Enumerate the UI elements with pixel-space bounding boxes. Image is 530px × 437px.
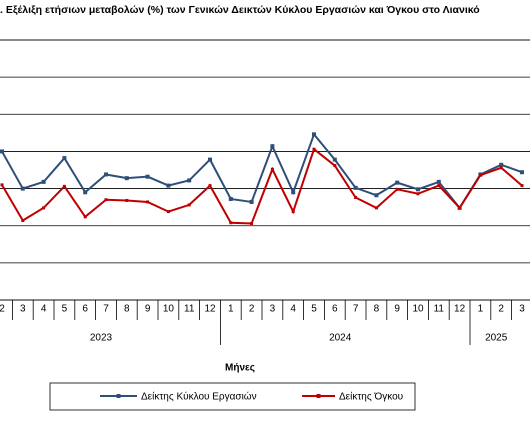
series-line	[1, 147, 523, 225]
point	[270, 167, 274, 171]
point	[416, 187, 420, 192]
x-tick-label: 9	[394, 304, 400, 315]
point	[83, 190, 88, 195]
x-tick-label: 4	[290, 304, 296, 315]
x-tick-label: 11	[434, 304, 445, 315]
point	[291, 190, 296, 195]
point	[354, 195, 358, 199]
legend-marker	[116, 394, 121, 398]
point	[437, 184, 441, 188]
point	[270, 144, 275, 149]
legend-box	[49, 382, 416, 411]
x-tick-label: 12	[454, 304, 466, 315]
x-tick-label: 3	[270, 304, 276, 315]
point	[312, 132, 316, 137]
point	[125, 198, 129, 202]
x-tick-label: 3	[519, 304, 525, 315]
x-tick-label: 2	[0, 304, 5, 315]
point	[187, 203, 191, 207]
point	[333, 164, 337, 168]
x-tick-label: 10	[163, 304, 175, 315]
x-tick-label: 11	[184, 304, 195, 315]
x-tick-label: 7	[103, 304, 109, 315]
point	[146, 200, 150, 204]
legend-label: Δείκτης Όγκου	[339, 391, 403, 403]
point	[83, 215, 87, 219]
point	[228, 196, 233, 201]
point	[20, 186, 25, 191]
point	[208, 157, 212, 162]
x-tick-label: 1	[478, 304, 484, 315]
x-tick-label: 6	[332, 304, 338, 315]
point	[104, 198, 108, 202]
series-line	[1, 132, 523, 210]
x-tick-label: 2	[249, 304, 255, 315]
point	[520, 184, 524, 188]
x-tick-label: 3	[20, 304, 26, 315]
point	[145, 174, 150, 179]
point	[291, 210, 295, 214]
x-axis-title: Μήνες	[225, 363, 255, 374]
x-tick-label: 10	[412, 304, 424, 315]
x-tick-label: 5	[62, 304, 68, 315]
point	[416, 192, 420, 196]
point	[166, 183, 171, 188]
point	[250, 221, 254, 225]
point	[395, 180, 400, 185]
point	[208, 184, 212, 188]
point	[374, 193, 379, 198]
x-tick-label: 5	[311, 304, 317, 315]
legend-label: Δείκτης Κύκλου Εργασιών	[141, 391, 257, 403]
point	[42, 206, 46, 210]
year-label: 2024	[329, 333, 352, 344]
point	[499, 162, 504, 167]
point	[395, 187, 399, 191]
point	[62, 156, 67, 161]
x-tick-label: 9	[145, 304, 151, 315]
point	[353, 185, 358, 190]
point	[499, 166, 503, 170]
x-tick-label: 2	[498, 304, 504, 315]
point	[520, 170, 524, 175]
x-tick-label: 8	[124, 304, 130, 315]
point	[332, 157, 337, 162]
point	[0, 183, 4, 187]
point	[478, 173, 482, 177]
point	[436, 179, 441, 184]
point	[41, 179, 46, 184]
point	[229, 221, 233, 225]
x-tick-label: 1	[228, 304, 234, 315]
point	[21, 219, 25, 223]
point	[312, 147, 316, 151]
point	[458, 206, 462, 210]
chart-title: . Εξέλιξη ετήσιων μεταβολών (%) των Γενι…	[0, 4, 480, 16]
x-tick-label: 4	[41, 304, 47, 315]
year-label: 2023	[90, 333, 113, 344]
point	[166, 210, 170, 214]
x-tick-label: 7	[353, 304, 359, 315]
point	[187, 178, 192, 183]
point	[104, 172, 108, 177]
x-tick-label: 12	[204, 304, 216, 315]
legend-marker	[316, 394, 321, 398]
point	[62, 184, 66, 188]
point	[124, 176, 129, 181]
x-tick-label: 8	[374, 304, 380, 315]
year-label: 2025	[485, 333, 508, 344]
x-tick-label: 6	[82, 304, 88, 315]
point	[374, 206, 378, 210]
point	[249, 199, 254, 204]
point	[0, 149, 4, 154]
